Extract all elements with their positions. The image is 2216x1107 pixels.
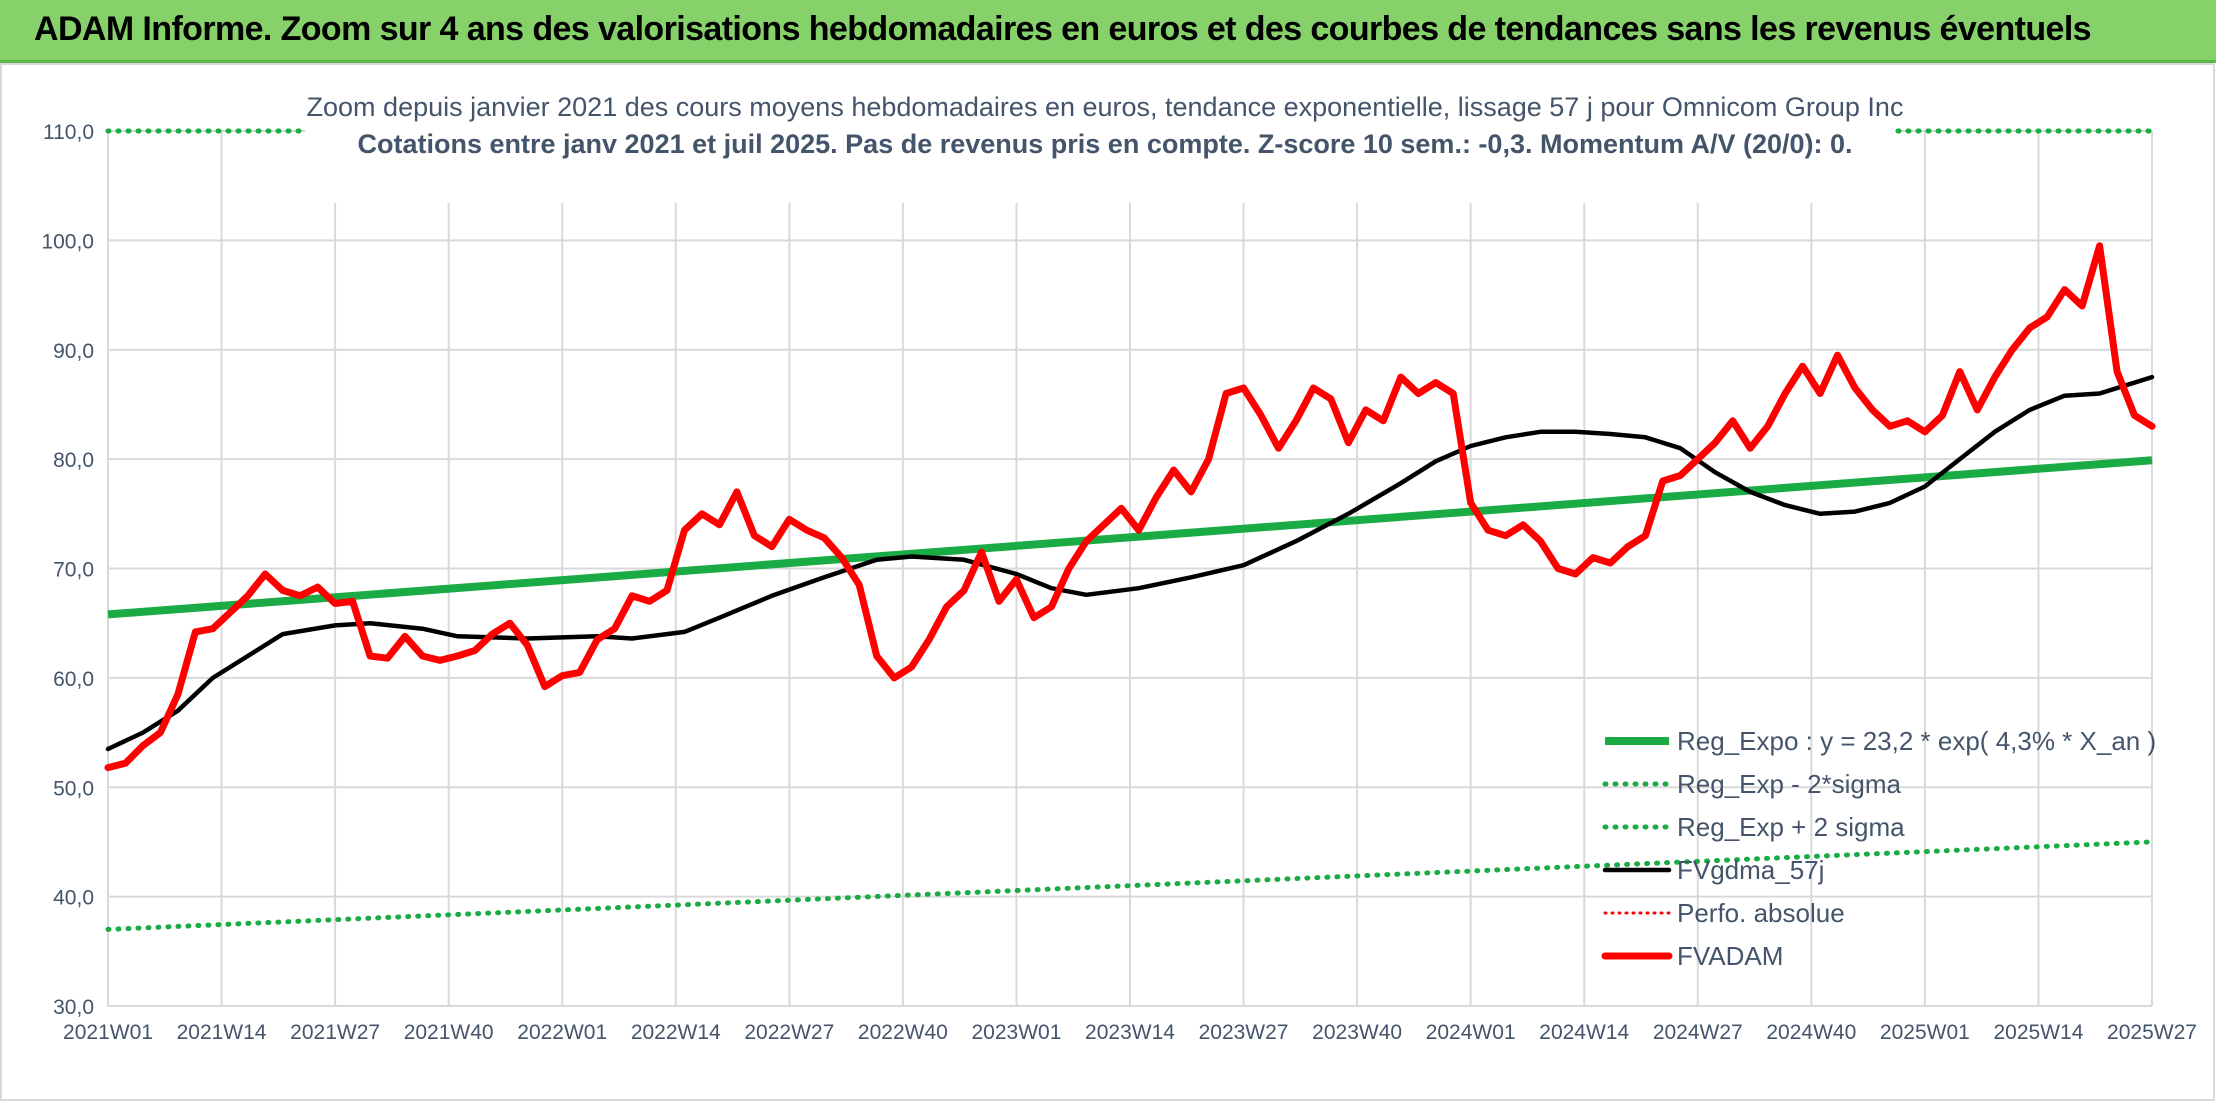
- legend-label: Perfo. absolue: [1677, 898, 1845, 928]
- y-tick-label: 50,0: [53, 777, 94, 800]
- legend-label: FVgdma_57j: [1677, 855, 1824, 885]
- x-tick-label: 2021W01: [63, 1021, 153, 1044]
- x-tick-label: 2024W27: [1653, 1021, 1743, 1044]
- x-tick-label: 2024W40: [1766, 1021, 1856, 1044]
- x-tick-label: 2025W27: [2107, 1021, 2197, 1044]
- x-tick-label: 2023W01: [971, 1021, 1061, 1044]
- line-chart: 30,0 40,0 50,0 60,0 70,0 80,0 90,0 100,0 110,0 20…: [0, 63, 2215, 1101]
- x-tick-label: 2025W14: [1993, 1021, 2083, 1044]
- y-tick-label: 40,0: [53, 887, 94, 910]
- series-lines: [104, 128, 2156, 932]
- chart-subtitle: Cotations entre janv 2021 et juil 2025. …: [357, 129, 1852, 159]
- legend: Reg_Expo : y = 23,2 * exp( 4,3% * X_an )…: [1601, 726, 2156, 971]
- report-title: ADAM Informe. Zoom sur 4 ans des valoris…: [34, 10, 2092, 48]
- x-tick-label: 2022W40: [858, 1021, 948, 1044]
- chart-title: Zoom depuis janvier 2021 des cours moyen…: [307, 92, 1904, 122]
- x-tick-label: 2021W40: [404, 1021, 494, 1044]
- chart-area: 30,0 40,0 50,0 60,0 70,0 80,0 90,0 100,0 110,0 20…: [0, 63, 2216, 1102]
- grid-lines: [107, 130, 2153, 1007]
- legend-label: Reg_Exp + 2 sigma: [1677, 812, 1905, 842]
- y-tick-label: 90,0: [53, 340, 94, 363]
- x-tick-label: 2025W01: [1880, 1021, 1970, 1044]
- y-tick-label: 100,0: [41, 230, 94, 253]
- chart-border: [0, 63, 2215, 1101]
- series-line-fvgdma-57j: [105, 374, 2155, 752]
- y-tick-label: 30,0: [53, 996, 94, 1019]
- x-tick-label: 2024W14: [1539, 1021, 1629, 1044]
- series-line-reg-expo-y-23-2-exp-4-3-x-an: [107, 456, 2153, 619]
- y-tick-label: 70,0: [53, 559, 94, 582]
- report-banner: ADAM Informe. Zoom sur 4 ans des valoris…: [0, 0, 2216, 63]
- series-line-reg-exp-2-sigma: [105, 839, 2155, 932]
- legend-label: Reg_Expo : y = 23,2 * exp( 4,3% * X_an ): [1677, 726, 2156, 756]
- x-tick-label: 2021W14: [177, 1021, 267, 1044]
- y-tick-label: 60,0: [53, 668, 94, 691]
- y-tick-label: 110,0: [43, 121, 94, 144]
- chart-titles: Zoom depuis janvier 2021 des cours moyen…: [305, 83, 1903, 203]
- x-tick-label: 2023W27: [1199, 1021, 1289, 1044]
- x-tick-label: 2021W27: [290, 1021, 380, 1044]
- legend-label: Reg_Exp - 2*sigma: [1677, 769, 1902, 799]
- x-tick-label: 2023W40: [1312, 1021, 1402, 1044]
- x-tick-label: 2022W01: [517, 1021, 607, 1044]
- axes: 30,0 40,0 50,0 60,0 70,0 80,0 90,0 100,0 110,0 20…: [41, 121, 2197, 1044]
- legend-label: FVADAM: [1677, 941, 1783, 971]
- title-backdrop: [305, 83, 1895, 203]
- x-tick-label: 2023W14: [1085, 1021, 1175, 1044]
- x-tick-label: 2022W27: [744, 1021, 834, 1044]
- x-tick-label: 2024W01: [1426, 1021, 1516, 1044]
- x-tick-label: 2022W14: [631, 1021, 721, 1044]
- series-line-fvadam: [104, 242, 2156, 772]
- y-tick-label: 80,0: [53, 449, 94, 472]
